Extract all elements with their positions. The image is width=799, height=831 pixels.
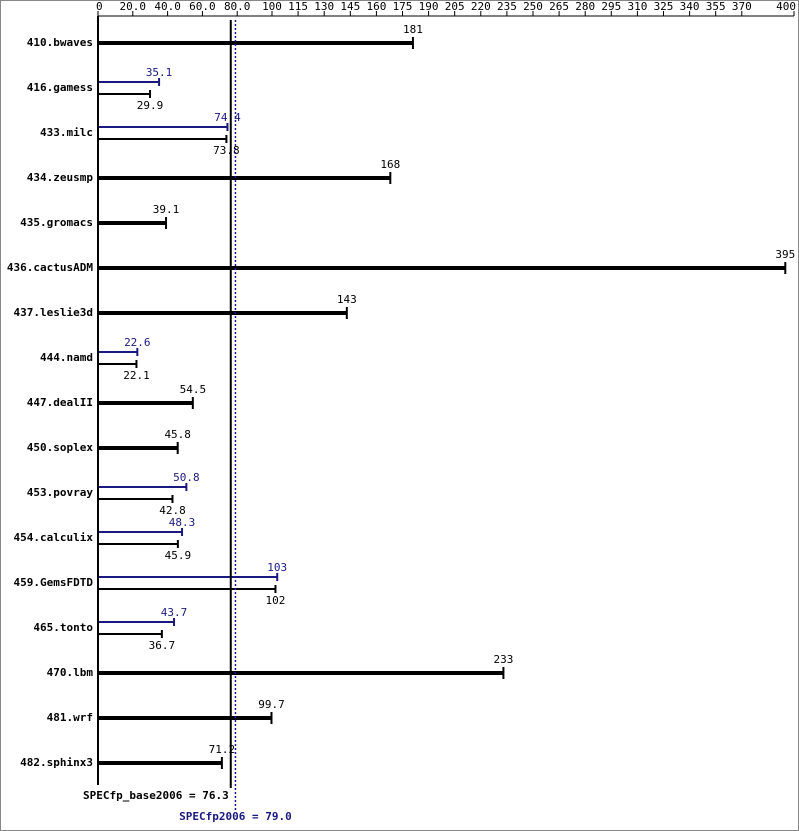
category-label: 436.cactusADM bbox=[7, 261, 93, 274]
value-label: 168 bbox=[380, 158, 400, 171]
category-label: 470.lbm bbox=[47, 666, 94, 679]
x-tick-label: 235 bbox=[497, 0, 517, 13]
bar-peak bbox=[98, 486, 187, 488]
bar bbox=[98, 41, 413, 45]
category-label: 447.dealII bbox=[27, 396, 93, 409]
x-tick-label: 325 bbox=[654, 0, 674, 13]
category-label: 410.bwaves bbox=[27, 36, 93, 49]
x-tick-label: 250 bbox=[523, 0, 543, 13]
bar-base bbox=[98, 93, 151, 95]
x-tick-label: 280 bbox=[575, 0, 595, 13]
value-label: 99.7 bbox=[258, 698, 285, 711]
bar bbox=[98, 266, 786, 270]
value-label: 102 bbox=[266, 594, 286, 607]
x-tick-label: 60.0 bbox=[189, 0, 216, 13]
x-tick-label: 80.0 bbox=[224, 0, 251, 13]
bar bbox=[98, 311, 347, 315]
x-tick-label: 340 bbox=[680, 0, 700, 13]
category-label: 481.wrf bbox=[47, 711, 93, 724]
bar bbox=[98, 221, 167, 225]
x-tick-label: 220 bbox=[471, 0, 491, 13]
bar-peak bbox=[98, 81, 160, 83]
category-label: 435.gromacs bbox=[20, 216, 93, 229]
bar bbox=[98, 716, 272, 720]
value-label: 103 bbox=[267, 561, 287, 574]
value-label: 22.1 bbox=[123, 369, 150, 382]
value-label: 74.4 bbox=[214, 111, 241, 124]
bar bbox=[98, 761, 222, 765]
x-tick-label: 205 bbox=[445, 0, 465, 13]
x-tick-label: 115 bbox=[288, 0, 308, 13]
bar bbox=[98, 446, 178, 450]
value-label: 35.1 bbox=[146, 66, 173, 79]
value-label: 22.6 bbox=[124, 336, 151, 349]
x-tick-label: 175 bbox=[393, 0, 413, 13]
x-tick-label: 310 bbox=[627, 0, 647, 13]
bar-base bbox=[98, 633, 162, 635]
category-label: 459.GemsFDTD bbox=[14, 576, 94, 589]
x-tick-label: 355 bbox=[706, 0, 726, 13]
value-label: 45.9 bbox=[165, 549, 192, 562]
bar-peak bbox=[98, 126, 228, 128]
value-label: 50.8 bbox=[173, 471, 200, 484]
bar-peak bbox=[98, 351, 138, 353]
x-tick-label: 190 bbox=[419, 0, 439, 13]
value-label: 71.2 bbox=[209, 743, 236, 756]
category-label: 433.milc bbox=[40, 126, 93, 139]
category-label: 465.tonto bbox=[33, 621, 93, 634]
category-label: 450.soplex bbox=[27, 441, 94, 454]
value-label: 43.7 bbox=[161, 606, 188, 619]
category-label: 416.gamess bbox=[27, 81, 93, 94]
category-label: 437.leslie3d bbox=[14, 306, 93, 319]
value-label: 42.8 bbox=[159, 504, 186, 517]
bar-base bbox=[98, 543, 178, 545]
bar bbox=[98, 176, 391, 180]
reference-label: SPECfp_base2006 = 76.3 bbox=[83, 789, 229, 802]
x-tick-label: 0 bbox=[96, 0, 103, 13]
bar bbox=[98, 401, 193, 405]
value-label: 45.8 bbox=[164, 428, 191, 441]
bar-base bbox=[98, 363, 137, 365]
x-tick-label: 400 bbox=[776, 0, 796, 13]
x-tick-label: 40.0 bbox=[154, 0, 181, 13]
value-label: 143 bbox=[337, 293, 357, 306]
bar-peak bbox=[98, 531, 183, 533]
category-label: 454.calculix bbox=[14, 531, 94, 544]
x-tick-label: 145 bbox=[340, 0, 360, 13]
x-tick-label: 370 bbox=[732, 0, 752, 13]
category-label: 444.namd bbox=[40, 351, 93, 364]
bar-peak bbox=[98, 621, 175, 623]
category-label: 434.zeusmp bbox=[27, 171, 94, 184]
reference-label: SPECfp2006 = 79.0 bbox=[179, 810, 292, 823]
category-label: 453.povray bbox=[27, 486, 94, 499]
value-label: 29.9 bbox=[137, 99, 164, 112]
x-tick-label: 130 bbox=[314, 0, 334, 13]
value-label: 39.1 bbox=[153, 203, 180, 216]
value-label: 181 bbox=[403, 23, 423, 36]
bar-base bbox=[98, 138, 227, 140]
value-label: 233 bbox=[493, 653, 513, 666]
value-label: 48.3 bbox=[169, 516, 196, 529]
value-label: 73.8 bbox=[213, 144, 240, 157]
bar bbox=[98, 671, 504, 675]
x-tick-label: 160 bbox=[366, 0, 386, 13]
x-tick-label: 265 bbox=[549, 0, 569, 13]
value-label: 395 bbox=[775, 248, 795, 261]
value-label: 36.7 bbox=[149, 639, 176, 652]
category-label: 482.sphinx3 bbox=[20, 756, 93, 769]
bar-base bbox=[98, 498, 173, 500]
value-label: 54.5 bbox=[180, 383, 207, 396]
x-tick-label: 100 bbox=[262, 0, 282, 13]
x-tick-label: 20.0 bbox=[120, 0, 147, 13]
bar-base bbox=[98, 588, 276, 590]
bar-peak bbox=[98, 576, 278, 578]
x-tick-label: 295 bbox=[601, 0, 621, 13]
